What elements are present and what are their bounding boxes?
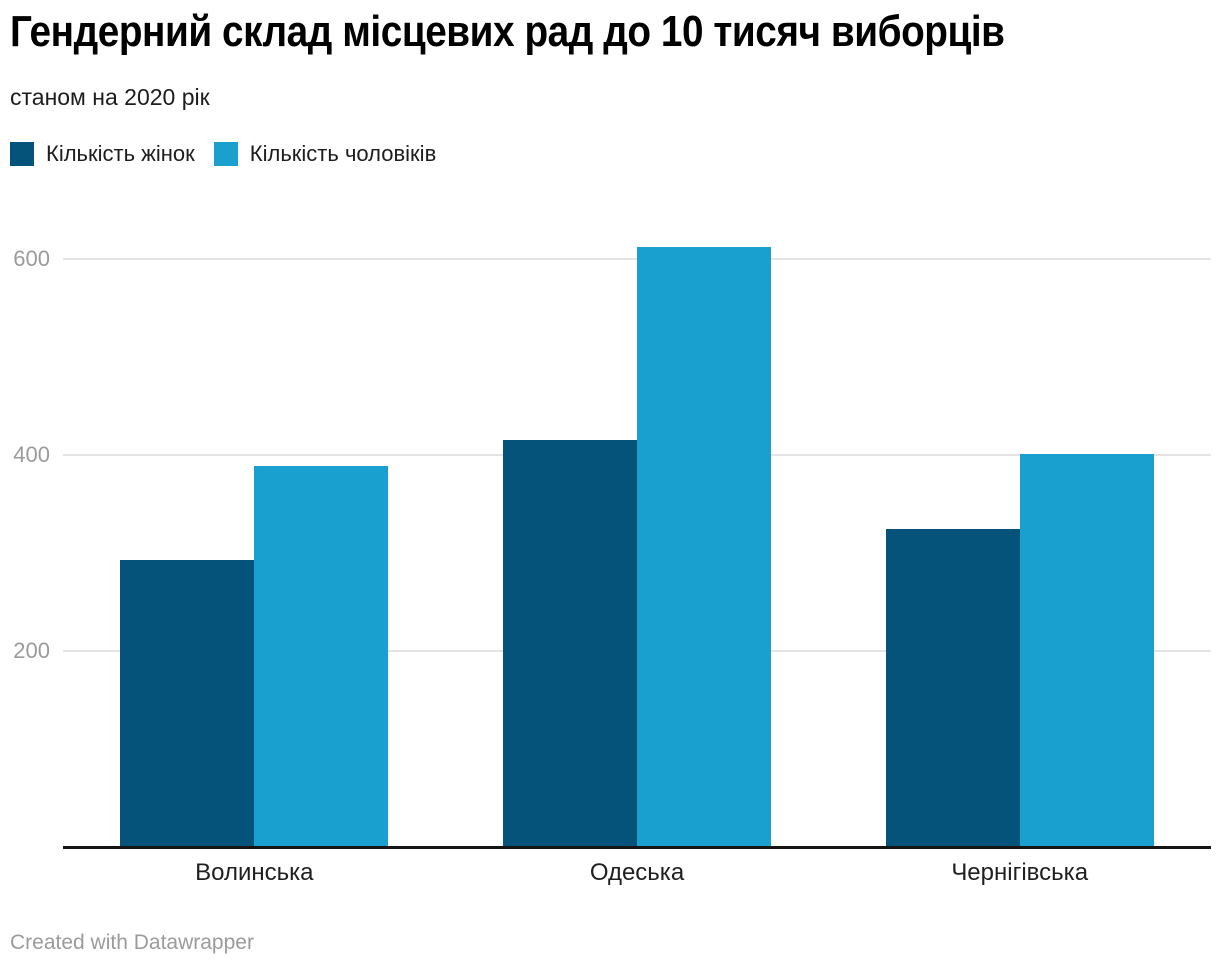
- legend-item: Кількість жінок: [10, 141, 195, 167]
- bars-row: [63, 228, 1211, 846]
- legend-item: Кількість чоловіків: [213, 141, 437, 167]
- bar: [1019, 454, 1154, 846]
- chart-subtitle: станом на 2020 рік: [10, 84, 210, 110]
- legend-label: Кількість чоловіків: [249, 141, 437, 166]
- y-tick-label: 600: [13, 246, 50, 271]
- legend: Кількість жінок Кількість чоловіків: [10, 141, 436, 167]
- y-tick-label: 400: [13, 442, 50, 467]
- bar: [885, 529, 1020, 846]
- legend-label: Кількість жінок: [46, 141, 195, 166]
- bar-group: [828, 228, 1211, 846]
- datawrapper-credit-link[interactable]: Created with Datawrapper: [10, 931, 254, 954]
- bar-group: [63, 228, 446, 846]
- legend-swatch: [10, 142, 34, 166]
- bar: [637, 247, 771, 846]
- bar: [254, 465, 389, 846]
- x-category-label: Чернігівська: [951, 859, 1089, 886]
- bar: [120, 559, 255, 846]
- y-tick-label: 200: [13, 638, 50, 663]
- legend-swatch: [213, 142, 238, 166]
- x-axis-baseline: [63, 846, 1211, 849]
- page-title: Гендерний склад місцевих рад до 10 тисяч…: [10, 7, 1005, 56]
- x-category-label: Волинська: [195, 859, 314, 886]
- bar-group: [446, 228, 829, 846]
- category-labels: Волинська Одеська Чернігівська: [63, 859, 1211, 887]
- bar: [503, 440, 637, 846]
- x-category-label: Одеська: [589, 859, 685, 886]
